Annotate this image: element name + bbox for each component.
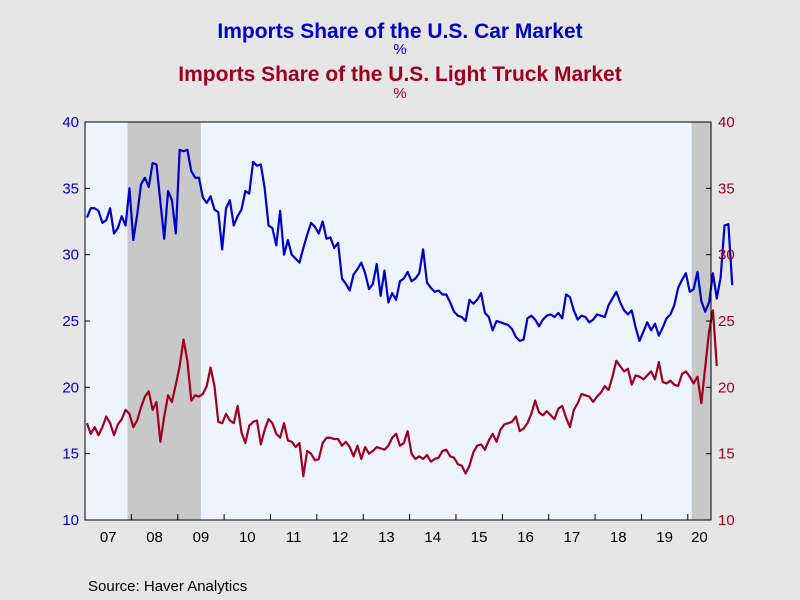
left-y-tick-label: 35 <box>62 180 79 197</box>
left-y-axis: 10 15 20 25 30 35 40 <box>62 114 90 529</box>
right-y-tick-label: 25 <box>718 313 735 330</box>
x-tick-label: 07 <box>100 529 117 546</box>
recession-band <box>691 122 711 520</box>
left-y-tick-label: 25 <box>62 313 79 330</box>
x-tick-label: 14 <box>424 529 441 546</box>
x-tick-label: 08 <box>146 529 163 546</box>
x-tick-label: 15 <box>471 529 488 546</box>
car-market-series-line <box>85 148 734 342</box>
truck-market-unit: % <box>393 85 407 102</box>
car-market-title: Imports Share of the U.S. Car Market <box>217 20 583 43</box>
left-y-tick-label: 30 <box>62 247 79 264</box>
left-y-tick-label: 20 <box>62 379 79 396</box>
x-tick-label: 16 <box>517 529 534 546</box>
right-y-tick-label: 15 <box>718 446 735 463</box>
truck-market-title: Imports Share of the U.S. Light Truck Ma… <box>178 63 622 86</box>
car-market-unit: % <box>393 41 407 58</box>
right-y-tick-label: 40 <box>718 114 735 131</box>
x-tick-label: 09 <box>193 529 210 546</box>
x-tick-label: 13 <box>378 529 395 546</box>
x-tick-label: 17 <box>564 529 581 546</box>
right-y-axis: 10 15 20 25 30 35 40 <box>706 114 735 529</box>
series-lines <box>85 148 734 478</box>
x-tick-label: 10 <box>239 529 256 546</box>
x-tick-label: 18 <box>610 529 627 546</box>
right-y-tick-label: 20 <box>718 379 735 396</box>
right-y-tick-label: 30 <box>718 247 735 264</box>
x-tick-label: 19 <box>656 529 673 546</box>
truck-market-series-line <box>85 309 718 478</box>
x-tick-label: 20 <box>691 529 708 546</box>
left-y-tick-label: 15 <box>62 446 79 463</box>
source-note: Source: Haver Analytics <box>88 578 248 595</box>
left-y-tick-label: 10 <box>62 512 79 529</box>
recession-band <box>127 122 201 520</box>
x-tick-label: 12 <box>332 529 349 546</box>
left-y-tick-label: 40 <box>62 114 79 131</box>
right-y-tick-label: 35 <box>718 180 735 197</box>
x-axis: 07 08 09 10 11 12 13 14 15 16 17 18 19 20 <box>100 514 708 546</box>
right-y-tick-label: 10 <box>718 512 735 529</box>
x-tick-label: 11 <box>286 529 302 546</box>
